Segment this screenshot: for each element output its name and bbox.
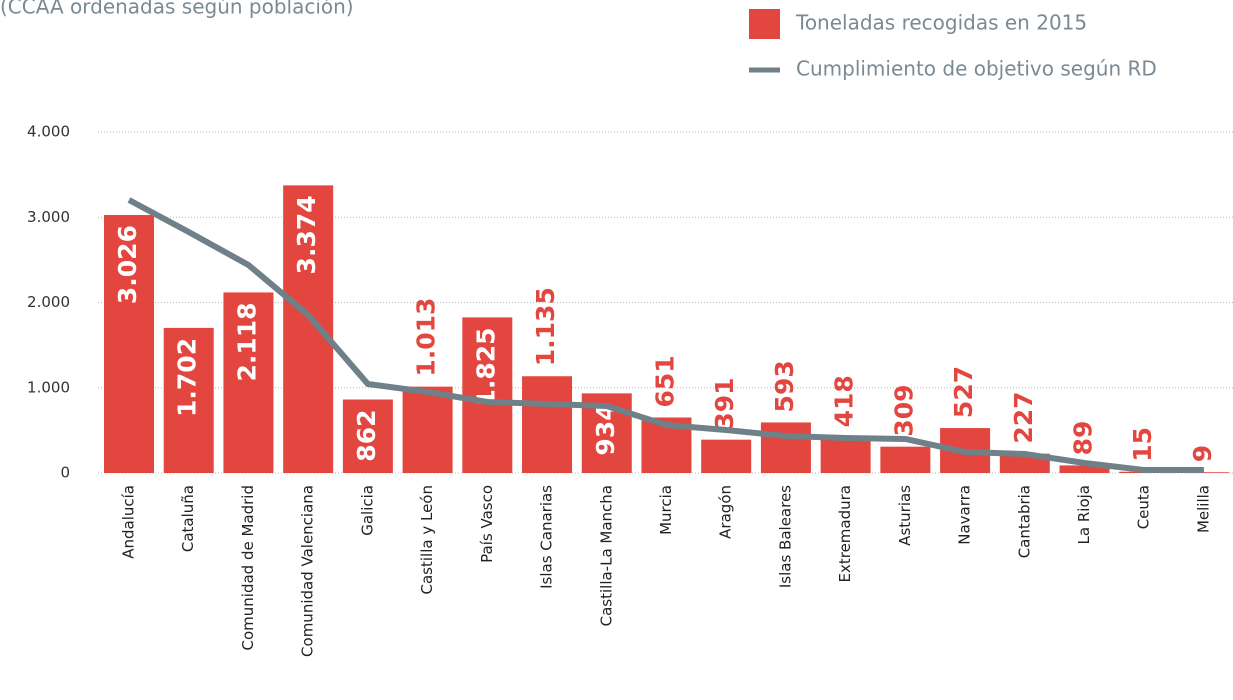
x-tick-label: Asturias: [896, 485, 914, 546]
x-tick-label: Extremadura: [836, 485, 854, 583]
x-tick-label: Andalucía: [120, 485, 138, 559]
x-tick-label: Cataluña: [179, 485, 197, 552]
chart-subtitle: (CCAA ordenadas según población): [0, 0, 354, 19]
value-label: 3.026: [113, 225, 142, 304]
value-label: 2.118: [232, 302, 261, 381]
x-tick-label: Islas Canarias: [538, 485, 556, 589]
y-tick-label: 1.000: [27, 378, 70, 396]
y-tick-label: 4.000: [27, 123, 70, 141]
value-label: 418: [830, 375, 859, 427]
value-label: 593: [770, 360, 799, 412]
x-tick-label: La Rioja: [1075, 485, 1093, 544]
bar: [342, 399, 393, 473]
bar: [163, 327, 214, 473]
x-tick-label: Comunidad Valenciana: [299, 485, 317, 657]
value-label: 1.702: [173, 338, 202, 417]
value-label: 227: [1009, 391, 1038, 443]
bar: [283, 185, 334, 473]
legend-label: Cumplimiento de objetivo según RD: [796, 57, 1157, 81]
x-tick-label: Castilla-La Mancha: [597, 485, 615, 626]
bar: [104, 215, 154, 473]
value-label: 1.135: [531, 287, 560, 366]
bar: [462, 317, 513, 473]
legend-label: Toneladas recogidas en 2015: [795, 11, 1087, 35]
bar: [402, 386, 453, 473]
value-label: 1.825: [471, 327, 500, 406]
bar: [223, 292, 274, 473]
value-label: 862: [352, 410, 381, 462]
value-label: 3.374: [292, 195, 321, 274]
y-tick-label: 0: [60, 464, 70, 482]
x-tick-label: Galicia: [358, 485, 376, 536]
x-tick-label: Ceuta: [1135, 485, 1153, 529]
legend-swatch: [749, 9, 780, 39]
value-label: 934: [591, 403, 620, 455]
x-tick-label: Melilla: [1194, 485, 1212, 533]
bar: [880, 446, 931, 473]
x-tick-label: Aragón: [717, 485, 735, 539]
value-label: 391: [710, 377, 739, 429]
x-tick-label: Castilla y León: [418, 485, 436, 594]
bar: [522, 376, 573, 473]
value-label: 15: [1128, 427, 1157, 462]
value-label: 1.013: [412, 298, 441, 377]
x-tick-label: Islas Baleares: [776, 485, 794, 588]
x-tick-label: Navarra: [956, 485, 974, 545]
x-tick-label: Murcia: [657, 485, 675, 535]
bar: [1059, 465, 1110, 473]
value-label: 9: [1188, 445, 1217, 462]
bar: [760, 422, 811, 473]
line: [127, 197, 1204, 474]
value-label: 651: [650, 355, 679, 407]
x-tick-label: Cantabria: [1015, 485, 1033, 558]
bar: [701, 439, 752, 473]
x-tick-label: Comunidad de Madrid: [239, 485, 257, 650]
y-tick-label: 3.000: [27, 208, 70, 226]
y-tick-label: 2.000: [27, 293, 70, 311]
x-tick-label: País Vasco: [478, 485, 496, 563]
value-label: 309: [889, 384, 918, 436]
bar: [820, 437, 871, 473]
value-label: 89: [1069, 421, 1098, 456]
value-label: 527: [949, 366, 978, 418]
